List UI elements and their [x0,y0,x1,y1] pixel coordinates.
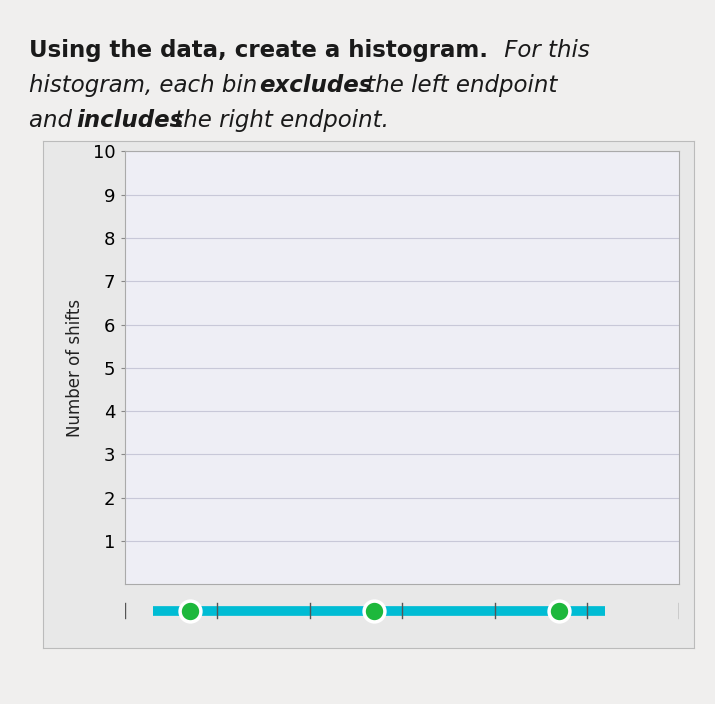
Text: and: and [29,109,79,132]
Text: Using the data, create a histogram.: Using the data, create a histogram. [29,39,488,62]
Text: the left endpoint: the left endpoint [359,74,557,97]
Text: For this: For this [497,39,590,62]
Y-axis label: Number of shifts: Number of shifts [66,298,84,437]
Text: includes: includes [77,109,184,132]
Text: the right endpoint.: the right endpoint. [167,109,389,132]
Text: histogram, each bin: histogram, each bin [29,74,264,97]
Text: excludes: excludes [260,74,373,97]
